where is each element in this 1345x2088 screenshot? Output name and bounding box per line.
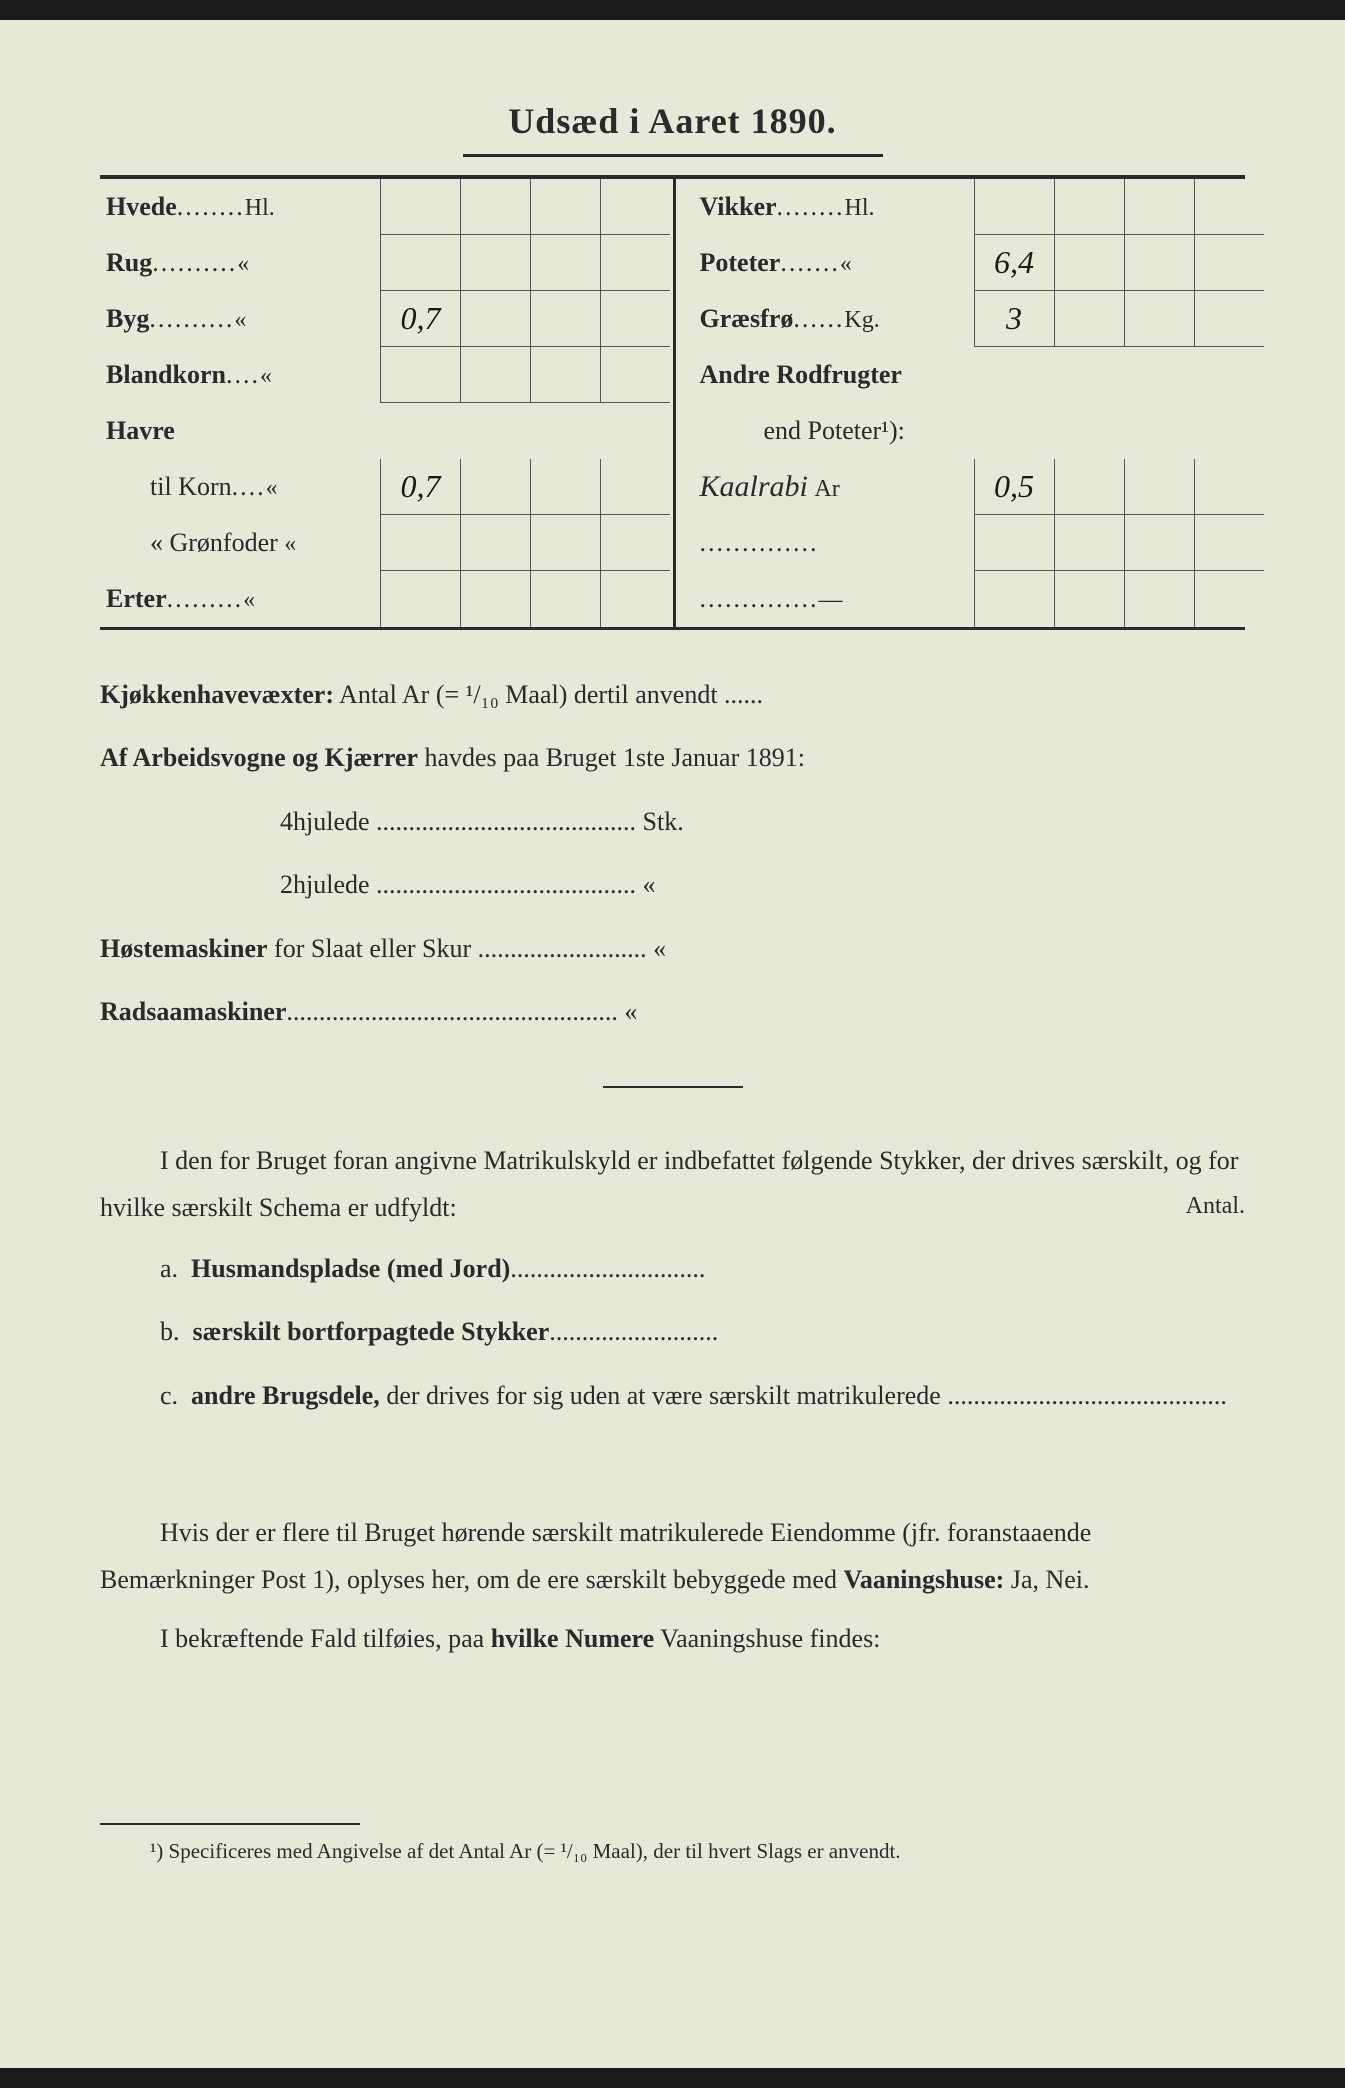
- divider-rule: [603, 1086, 743, 1088]
- value-byg: 0,7: [380, 291, 460, 347]
- vaaningshuse-para: Hvis der er flere til Bruget hørende sær…: [100, 1510, 1245, 1604]
- table-right: Vikker........Hl. Poteter.......« 6,4 Gr…: [673, 179, 1246, 627]
- item-b: b. særskilt bortforpagtede Stykker......…: [100, 1307, 1245, 1356]
- value-poteter: 6,4: [974, 235, 1054, 291]
- line-4hjulede: 4hjulede ...............................…: [100, 797, 1245, 846]
- row-graesfro: Græsfrø......Kg. 3: [694, 291, 1246, 347]
- document-page: Udsæd i Aaret 1890. Hvede........Hl. Rug…: [0, 20, 1345, 2068]
- body-section: Kjøkkenhavevæxter: Antal Ar (= ¹/₁₀ Maal…: [100, 670, 1245, 1036]
- matrikulskyld-para: I den for Bruget foran angivne Matrikuls…: [100, 1138, 1245, 1232]
- numere-para: I bekræftende Fald tilføies, paa hvilke …: [100, 1616, 1245, 1663]
- row-tilkorn: til Korn....« 0,7: [100, 459, 673, 515]
- middle-section: I den for Bruget foran angivne Matrikuls…: [100, 1138, 1245, 1420]
- row-byg: Byg..........« 0,7: [100, 291, 673, 347]
- line-arbeidsvogne: Af Arbeidsvogne og Kjærrer havdes paa Br…: [100, 733, 1245, 782]
- line-2hjulede: 2hjulede ...............................…: [100, 860, 1245, 909]
- row-end-poteter: end Poteter¹):: [694, 403, 1246, 459]
- footnote: ¹) Specificeres med Angivelse af det Ant…: [100, 1835, 1245, 1869]
- table-left: Hvede........Hl. Rug..........« Byg.....…: [100, 179, 673, 627]
- value-graesfro: 3: [974, 291, 1054, 347]
- page-title: Udsæd i Aaret 1890.: [100, 100, 1245, 142]
- row-kaalrabi: Kaalrabi Ar 0,5: [694, 459, 1246, 515]
- row-blank1: ..............: [694, 515, 1246, 571]
- seed-table: Hvede........Hl. Rug..........« Byg.....…: [100, 179, 1245, 630]
- row-erter: Erter.........«: [100, 571, 673, 627]
- lower-section: Hvis der er flere til Bruget hørende sær…: [100, 1510, 1245, 1662]
- row-poteter: Poteter.......« 6,4: [694, 235, 1246, 291]
- item-c: c. andre Brugsdele, der drives for sig u…: [100, 1371, 1245, 1420]
- line-radsaamaskiner: Radsaamaskiner..........................…: [100, 987, 1245, 1036]
- value-cell: [380, 179, 460, 235]
- row-vikker: Vikker........Hl.: [694, 179, 1246, 235]
- footnote-rule: [100, 1823, 360, 1825]
- row-rug: Rug..........«: [100, 235, 673, 291]
- row-andre-rodfrugter: Andre Rodfrugter: [694, 347, 1246, 403]
- line-hostemaskiner: Høstemaskiner for Slaat eller Skur .....…: [100, 924, 1245, 973]
- row-havre: Havre: [100, 403, 673, 459]
- line-kjokkenhave: Kjøkkenhavevæxter: Antal Ar (= ¹/₁₀ Maal…: [100, 670, 1245, 719]
- title-underline: [463, 154, 883, 157]
- antal-label: Antal.: [1126, 1185, 1245, 1228]
- row-blandkorn: Blandkorn....«: [100, 347, 673, 403]
- value-tilkorn: 0,7: [380, 459, 460, 515]
- row-blank2: ..............—: [694, 571, 1246, 627]
- value-kaalrabi: 0,5: [974, 459, 1054, 515]
- item-a: a. Husmandspladse (med Jord)............…: [100, 1244, 1245, 1293]
- row-hvede: Hvede........Hl.: [100, 179, 673, 235]
- row-gronfoder: « Grønfoder «: [100, 515, 673, 571]
